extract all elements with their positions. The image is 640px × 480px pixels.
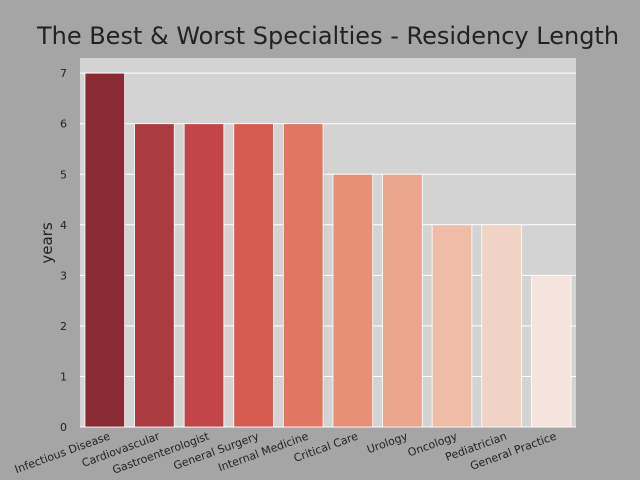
x-tick-labels: Infectious DiseaseCardiovascularGastroen… <box>13 429 558 476</box>
y-tick-label: 5 <box>60 168 67 181</box>
y-tick-label: 4 <box>60 219 67 232</box>
y-tick-label: 0 <box>60 421 67 434</box>
bar <box>282 123 324 428</box>
y-tick-label: 3 <box>60 269 67 282</box>
bar <box>84 72 126 428</box>
bar <box>382 173 423 428</box>
bar <box>431 224 473 428</box>
y-axis-label: years <box>38 222 56 263</box>
bar <box>233 123 274 428</box>
y-tick-labels: 0 1 2 3 4 5 6 7 <box>60 67 67 434</box>
y-tick-label: 1 <box>60 370 67 383</box>
chart-title: The Best & Worst Specialties - Residency… <box>36 22 619 50</box>
x-tick-label: Urology <box>365 429 410 456</box>
bar <box>530 274 572 428</box>
y-tick-label: 6 <box>60 118 67 131</box>
bar <box>134 123 175 428</box>
y-tick-label: 7 <box>60 67 67 80</box>
bar <box>332 173 374 428</box>
bars <box>84 72 572 428</box>
bar <box>481 224 522 428</box>
bar <box>183 123 225 428</box>
y-tick-label: 2 <box>60 320 67 333</box>
